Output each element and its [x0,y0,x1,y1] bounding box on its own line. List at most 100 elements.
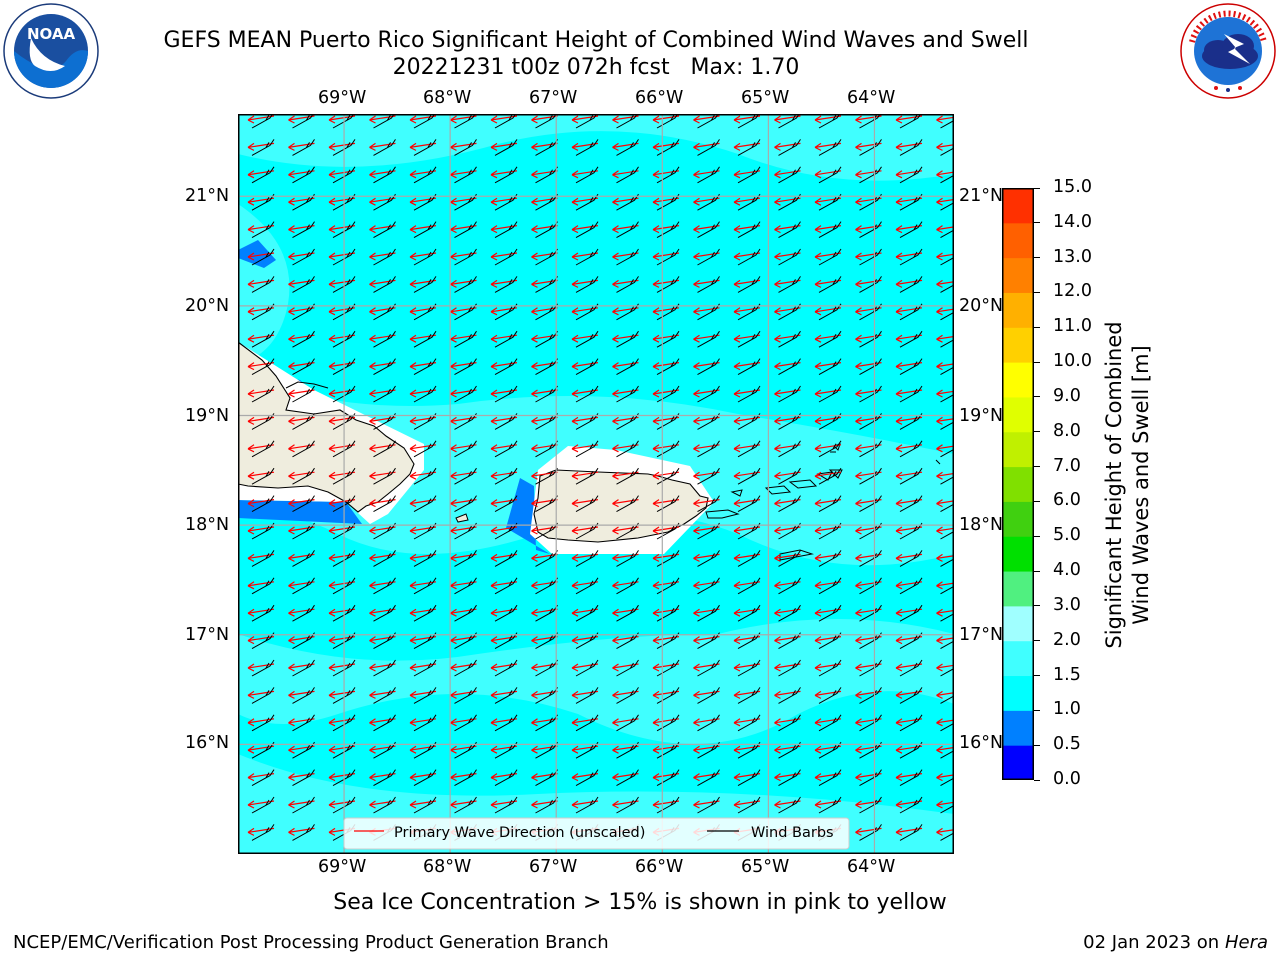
wave-direction-arrow [369,581,396,590]
wave-direction-arrow [490,389,518,398]
wind-barb [373,796,396,814]
wind-barb [251,659,275,677]
wind-barb [413,385,437,403]
wind-barb [494,577,518,595]
wind-barb [656,114,679,129]
wave-direction-arrow [936,362,954,371]
wave-direction-arrow [369,252,396,261]
wave-direction-arrow [490,581,518,590]
footer-right: 02 Jan 2023 on Hera [1083,932,1268,953]
wind-barb [778,221,801,239]
wind-barb [332,495,356,513]
wave-direction-arrow [369,416,396,425]
wind-barb [697,550,720,567]
wave-direction-arrow [247,581,275,590]
wave-direction-arrow [612,307,639,316]
wind-barb [697,114,719,129]
colorbar-segment [1002,431,1034,468]
wave-direction-arrow [247,827,275,836]
wave-direction-arrow [693,690,720,699]
wind-barb [737,440,761,458]
wind-barb [818,604,842,622]
wind-barb [616,577,639,595]
wave-direction-arrow [328,197,356,206]
wind-barb [616,114,638,129]
wind-barb [899,495,923,513]
wave-direction-arrow [936,800,954,809]
wave-direction-arrow [409,170,437,179]
wave-direction-arrow [733,307,761,316]
wave-direction-arrow [369,334,396,343]
wind-barb [373,687,396,704]
wave-direction-arrow [571,389,599,398]
wind-barb [616,276,639,293]
wind-barb [251,577,275,595]
wave-direction-arrow [612,142,639,151]
wave-direction-arrow [571,279,599,288]
wave-direction-arrow [895,334,923,343]
wave-direction-arrow [247,252,275,261]
wave-direction-arrow [328,800,356,809]
wave-direction-arrow [571,444,599,453]
wave-direction-arrow [328,362,356,371]
wave-direction-arrow [247,416,275,425]
wave-direction-arrow [571,307,599,316]
lat-label-left: 16°N [185,733,230,753]
lat-label-right: 18°N [959,515,1004,535]
colorbar-segment [1002,675,1034,711]
wave-direction-arrow [936,142,954,151]
wave-direction-arrow [490,170,518,179]
wave-direction-arrow [612,773,639,782]
colorbar-segment [1002,188,1034,224]
footer-left: NCEP/EMC/Verification Post Processing Pr… [13,932,609,953]
wave-direction-arrow [571,608,599,617]
wave-direction-arrow [288,252,315,261]
wind-barb [818,467,842,485]
wind-barb [616,440,639,458]
wave-direction-arrow [247,553,275,562]
wind-barb [737,166,761,184]
wave-direction-arrow [895,307,923,316]
wind-barb [697,687,720,704]
wave-direction-arrow [693,553,720,562]
wind-barb [697,659,720,677]
wave-direction-arrow [895,663,923,672]
wave-direction-arrow [733,334,761,343]
wind-barb [737,139,761,156]
wave-direction-arrow [531,636,558,645]
wave-direction-arrow [693,663,720,672]
wave-direction-arrow [652,334,680,343]
wind-barb [818,330,842,348]
wind-barb [818,248,842,266]
wind-barb [940,448,954,458]
wave-direction-arrow [490,416,518,425]
wind-barb [697,769,720,787]
wave-direction-arrow [774,471,801,480]
wave-direction-arrow [612,553,639,562]
wave-direction-arrow [693,115,720,124]
wind-barb [656,687,680,704]
hispaniola-coast-north [285,381,329,389]
map-frame [238,114,954,854]
wave-direction-arrow [855,170,882,179]
lon-label-top: 67°W [529,88,578,108]
wave-direction-arrow [693,307,720,316]
wave-direction-arrow [571,690,599,699]
wave-direction-arrow [733,773,761,782]
wind-barb [251,248,275,266]
colorbar-tick-label: 1.0 [1053,699,1081,720]
wind-barb [494,330,518,348]
wind-barb [737,796,761,814]
wave-direction-arrow [409,745,437,754]
wind-barb [940,832,954,841]
wave-direction-arrow [733,389,761,398]
wave-direction-arrow [328,170,356,179]
colorbar-segment [1002,536,1034,572]
wind-barb [373,276,396,293]
wave-direction-arrow [855,526,882,535]
wave-direction-arrow [733,718,761,727]
wind-barb [616,604,639,622]
wind-barb [373,166,396,184]
wave-direction-arrow [855,252,882,261]
wind-barb [454,221,477,239]
